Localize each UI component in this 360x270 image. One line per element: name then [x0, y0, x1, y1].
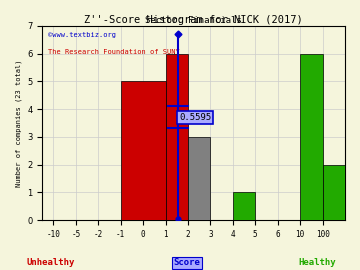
Text: Unhealthy: Unhealthy	[26, 258, 75, 267]
Bar	[166, 53, 188, 220]
Title: Z''-Score Histogram for NICK (2017): Z''-Score Histogram for NICK (2017)	[84, 15, 303, 25]
Text: Healthy: Healthy	[298, 258, 336, 267]
Bar	[121, 81, 166, 220]
Text: ©www.textbiz.org: ©www.textbiz.org	[48, 32, 116, 38]
Y-axis label: Number of companies (23 total): Number of companies (23 total)	[15, 59, 22, 187]
Text: Sector: Financials: Sector: Financials	[145, 16, 242, 25]
Text: The Research Foundation of SUNY: The Research Foundation of SUNY	[48, 49, 180, 55]
Bar	[233, 192, 255, 220]
Bar	[323, 164, 345, 220]
Text: Score: Score	[174, 258, 201, 267]
Bar	[300, 53, 323, 220]
Bar	[188, 137, 210, 220]
Text: 0.5595: 0.5595	[179, 113, 211, 122]
